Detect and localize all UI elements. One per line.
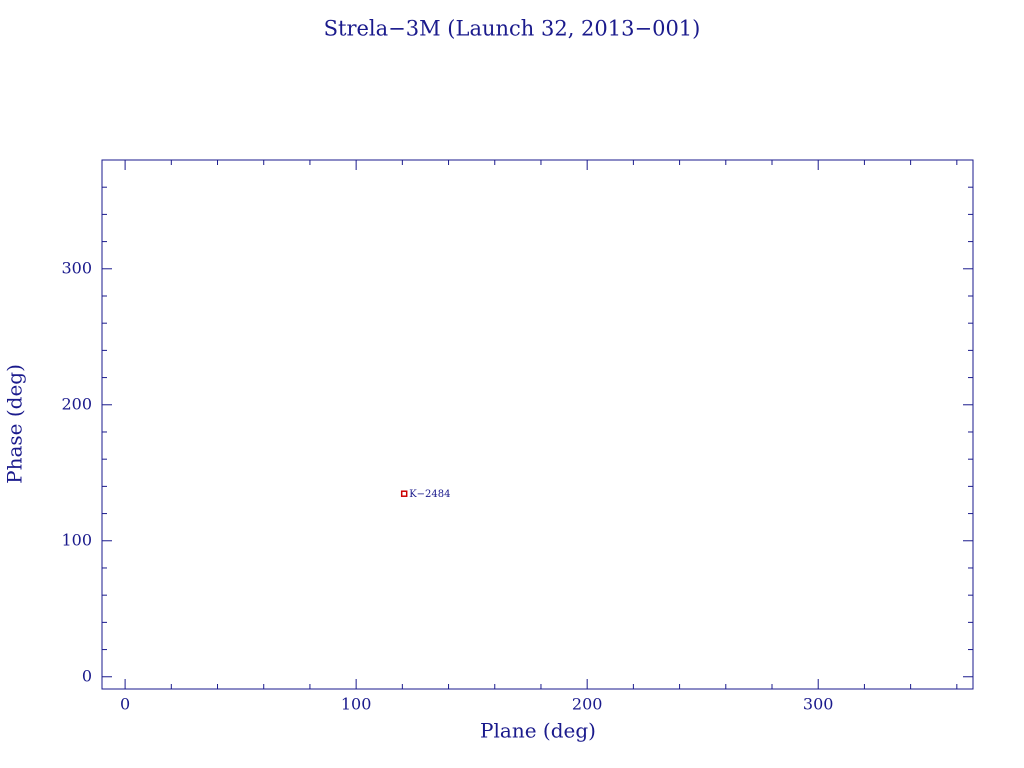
point-label: K−2484 bbox=[409, 489, 450, 500]
y-tick-label: 0 bbox=[82, 666, 92, 685]
x-tick-label: 200 bbox=[572, 695, 603, 714]
y-tick-label: 100 bbox=[61, 530, 92, 549]
point bbox=[400, 490, 408, 497]
x-tick-label: 100 bbox=[341, 695, 372, 714]
x-tick-label: 0 bbox=[120, 695, 130, 714]
y-axis-label: Phase (deg) bbox=[3, 364, 27, 484]
plot-frame bbox=[101, 159, 974, 690]
x-axis-label: Plane (deg) bbox=[480, 719, 596, 743]
x-tick-label: 300 bbox=[803, 695, 834, 714]
y-tick-label: 200 bbox=[61, 394, 92, 413]
chart-title: Strela−3M (Launch 32, 2013−001) bbox=[324, 17, 701, 41]
y-tick-label: 300 bbox=[61, 258, 92, 277]
